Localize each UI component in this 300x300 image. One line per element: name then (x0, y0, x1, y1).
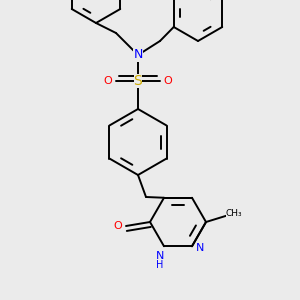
Text: O: O (103, 76, 112, 86)
Text: N: N (133, 49, 143, 62)
Text: S: S (134, 74, 142, 88)
Text: H: H (156, 260, 164, 270)
Text: O: O (114, 221, 122, 231)
Text: N: N (196, 243, 204, 253)
Text: CH₃: CH₃ (226, 209, 242, 218)
Text: N: N (156, 251, 164, 261)
Text: O: O (164, 76, 172, 86)
